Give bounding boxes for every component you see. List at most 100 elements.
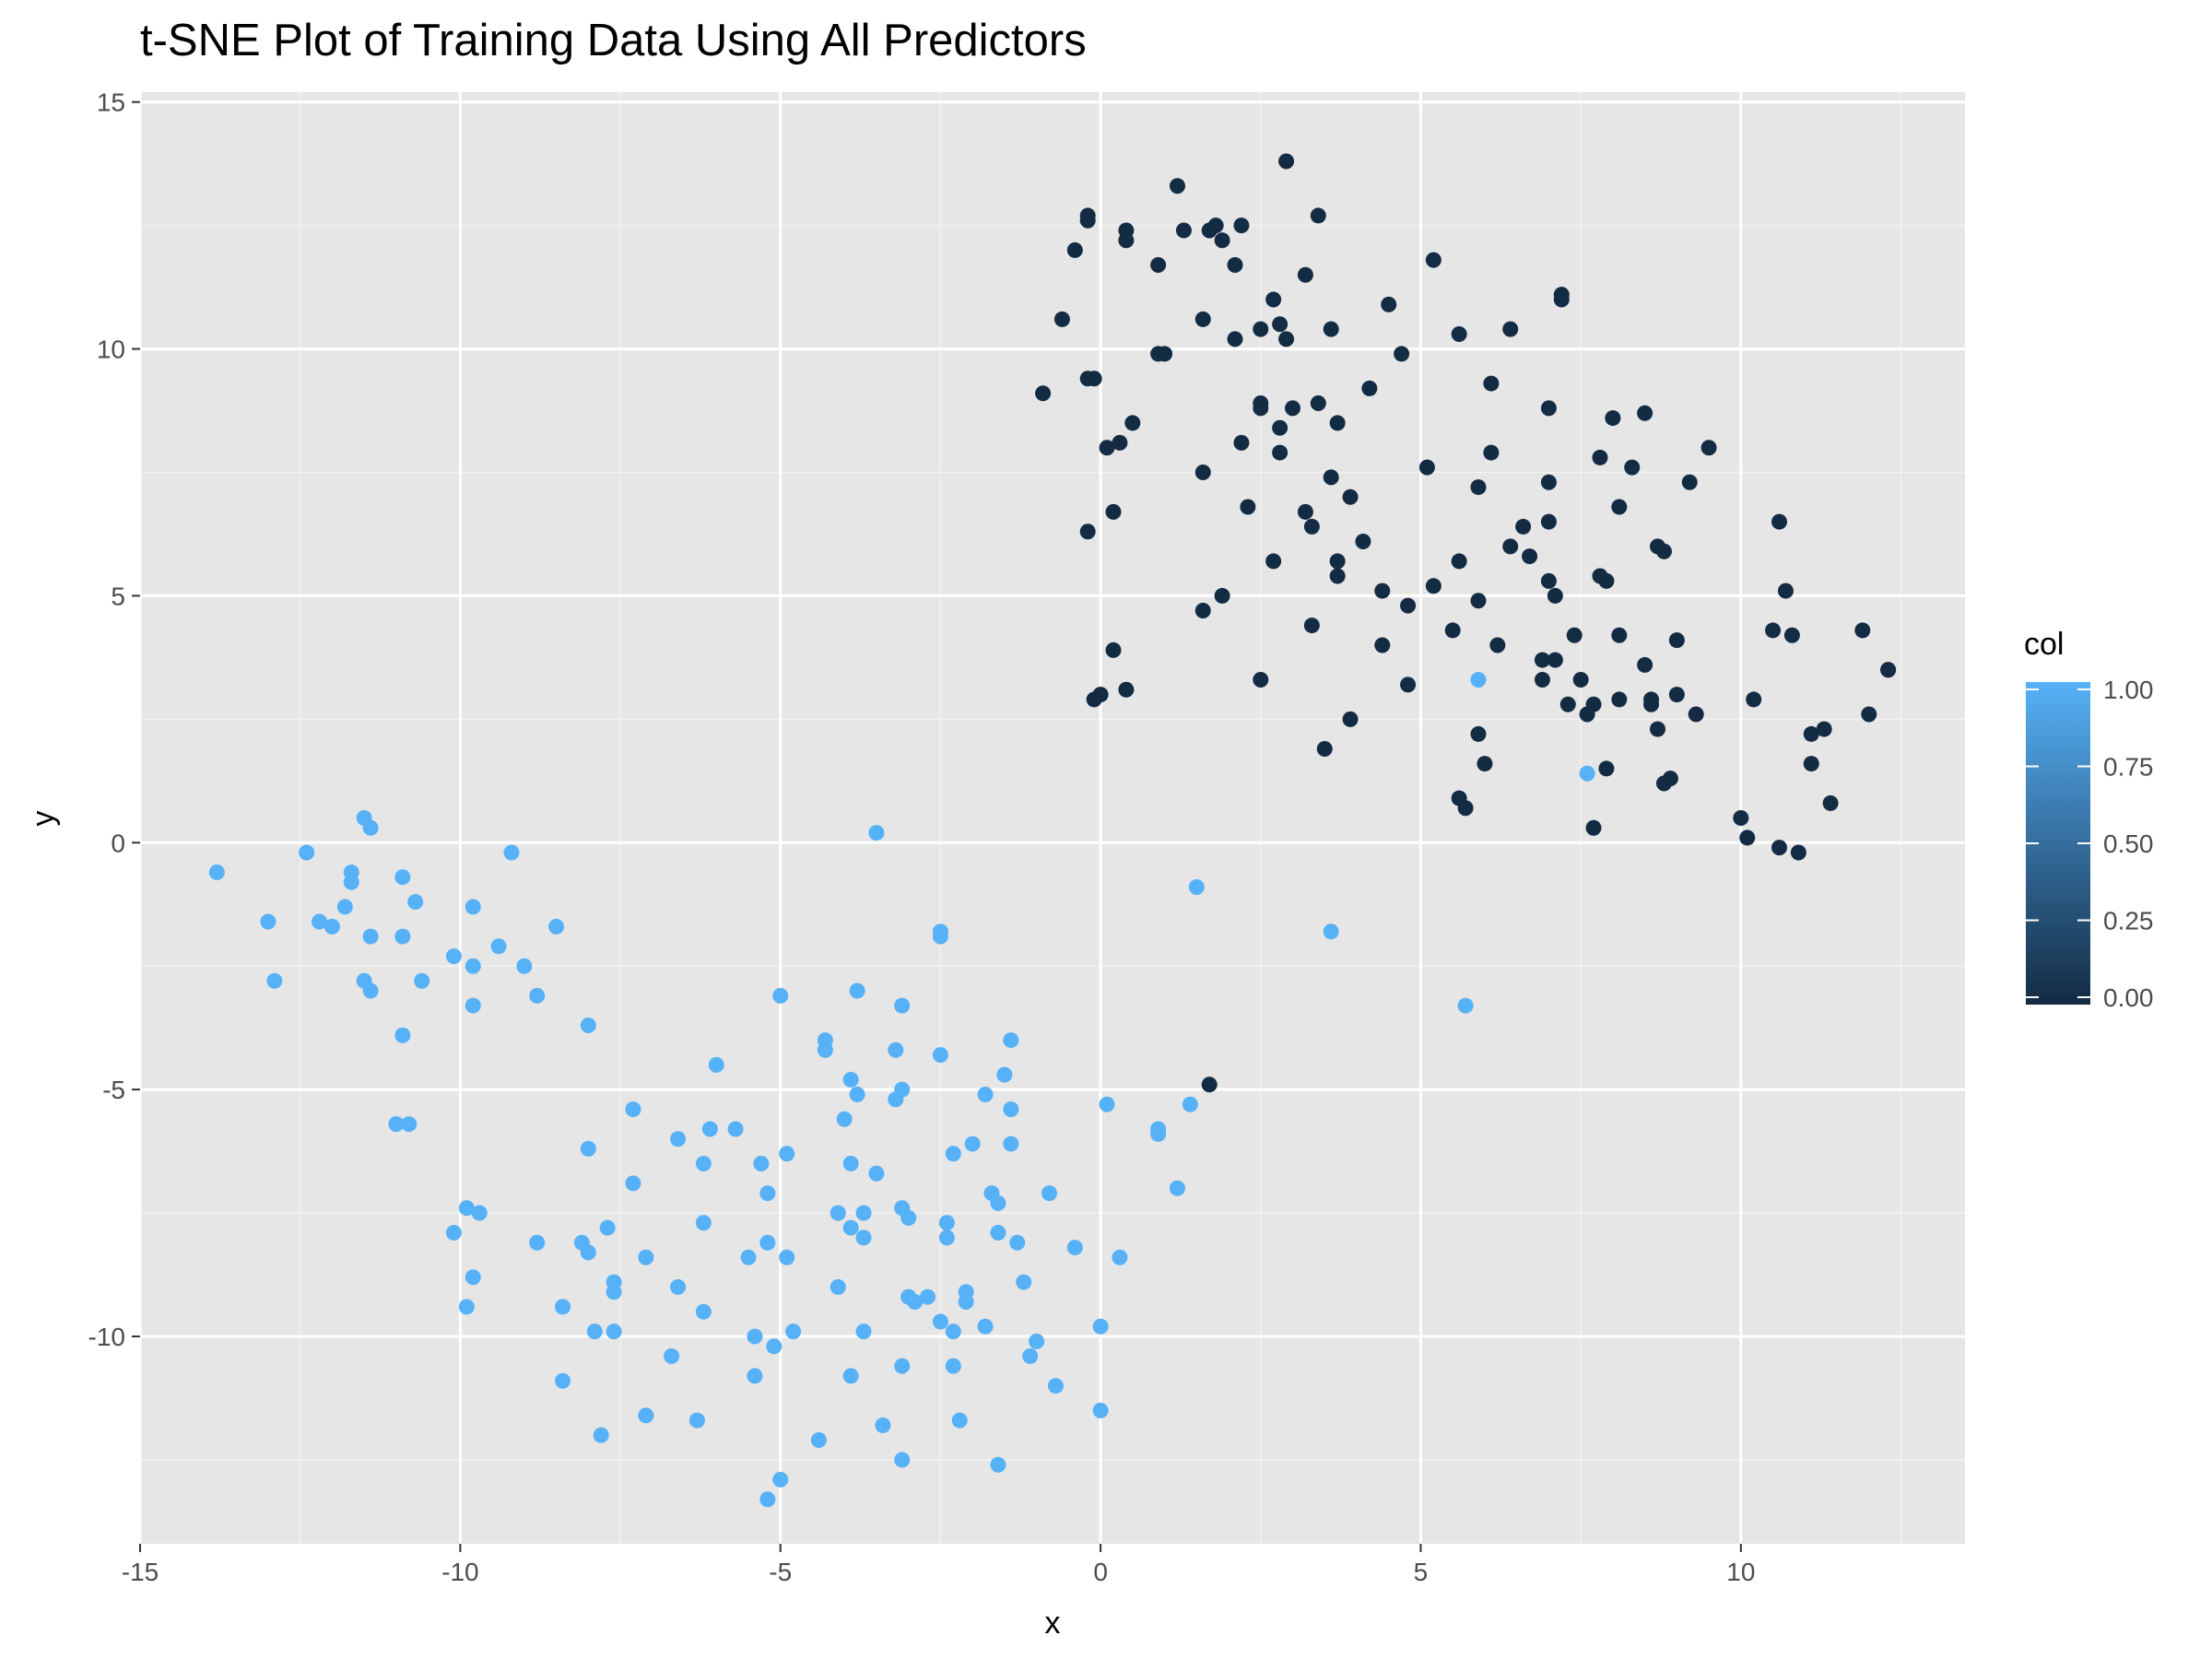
data-point <box>1105 503 1122 520</box>
data-point <box>516 958 533 974</box>
data-point <box>708 1056 724 1073</box>
data-point <box>1214 232 1230 249</box>
data-point <box>503 844 520 861</box>
data-point <box>1003 1101 1019 1118</box>
data-point <box>894 1452 911 1468</box>
data-point <box>772 1471 789 1488</box>
legend-title: col <box>2024 627 2064 662</box>
data-point <box>394 869 411 886</box>
data-point <box>606 1324 622 1340</box>
data-point <box>670 1131 687 1147</box>
data-point <box>1297 503 1313 520</box>
data-point <box>1534 672 1550 688</box>
data-point <box>266 972 283 989</box>
data-point <box>1265 291 1282 308</box>
data-point <box>747 1328 763 1345</box>
data-point <box>1681 474 1698 490</box>
data-point <box>490 938 507 955</box>
data-point <box>1329 568 1346 584</box>
data-point <box>580 1018 596 1033</box>
data-point <box>394 928 411 945</box>
data-point <box>842 1368 859 1384</box>
data-point <box>817 1041 833 1058</box>
data-point <box>1470 672 1487 688</box>
data-point <box>324 918 340 935</box>
data-point <box>1112 434 1128 451</box>
data-point <box>1303 518 1320 535</box>
data-point <box>1822 794 1839 811</box>
y-tick-label: 5 <box>111 582 125 610</box>
data-point <box>1457 800 1474 817</box>
data-point <box>759 1185 776 1202</box>
data-point <box>932 1313 948 1330</box>
data-point <box>1790 844 1806 861</box>
data-point <box>1092 1318 1109 1335</box>
data-point <box>336 899 353 915</box>
data-point <box>1150 346 1167 362</box>
y-tick-label: -5 <box>102 1076 125 1104</box>
data-point <box>1355 534 1371 549</box>
data-point <box>894 997 911 1014</box>
data-point <box>868 1165 885 1182</box>
data-point <box>1592 449 1608 465</box>
data-point <box>1547 587 1563 604</box>
data-point <box>458 1299 475 1315</box>
data-point <box>414 972 430 989</box>
data-point <box>740 1249 757 1265</box>
data-point <box>1418 459 1435 476</box>
plot-panel <box>140 92 1965 1544</box>
data-points <box>208 153 1897 1508</box>
x-tick-label: -10 <box>441 1558 478 1586</box>
legend-ticks: 1.00 0.75 0.50 0.25 0.00 <box>2026 676 2154 1012</box>
data-point <box>1605 410 1621 427</box>
data-point <box>1611 499 1628 515</box>
data-point <box>1272 444 1288 461</box>
data-point <box>900 1209 917 1226</box>
legend-tick-label: 0.50 <box>2103 830 2154 858</box>
data-point <box>1739 830 1756 846</box>
x-tick-label: 0 <box>1093 1558 1108 1586</box>
data-point <box>1297 266 1313 283</box>
data-point <box>1425 252 1441 268</box>
data-point <box>1227 257 1243 273</box>
data-point <box>1118 681 1135 698</box>
data-point <box>1611 627 1628 643</box>
data-point <box>1816 721 1832 737</box>
data-point <box>625 1101 641 1118</box>
data-point <box>1451 553 1467 570</box>
x-tick-label: -5 <box>769 1558 792 1586</box>
data-point <box>1668 632 1685 649</box>
data-point <box>1310 395 1326 411</box>
data-point <box>1765 622 1782 639</box>
data-point <box>836 1111 853 1127</box>
data-point <box>312 913 328 930</box>
data-point <box>1194 311 1211 327</box>
data-point <box>1880 662 1897 678</box>
data-point <box>1637 405 1653 421</box>
data-point <box>1655 775 1672 792</box>
data-point <box>1253 321 1269 337</box>
data-point <box>362 819 379 836</box>
data-point <box>1150 1125 1167 1142</box>
data-point <box>407 894 424 911</box>
data-point <box>1477 756 1493 772</box>
data-point <box>664 1347 680 1364</box>
data-point <box>1861 706 1877 723</box>
data-point <box>388 1116 405 1133</box>
data-point <box>1470 725 1487 742</box>
data-point <box>1534 652 1550 668</box>
data-point <box>1214 587 1230 604</box>
data-point <box>1329 415 1346 431</box>
data-point <box>1515 518 1532 535</box>
data-point <box>938 1230 955 1246</box>
data-point <box>1803 725 1819 742</box>
data-point <box>1035 385 1052 402</box>
data-point <box>996 1066 1013 1083</box>
y-tick-label: -10 <box>88 1323 125 1351</box>
data-point <box>977 1318 994 1335</box>
data-point <box>1540 400 1557 417</box>
data-point <box>1003 1135 1019 1152</box>
data-point <box>772 987 789 1004</box>
data-point <box>1303 618 1320 634</box>
data-point <box>1783 627 1800 643</box>
